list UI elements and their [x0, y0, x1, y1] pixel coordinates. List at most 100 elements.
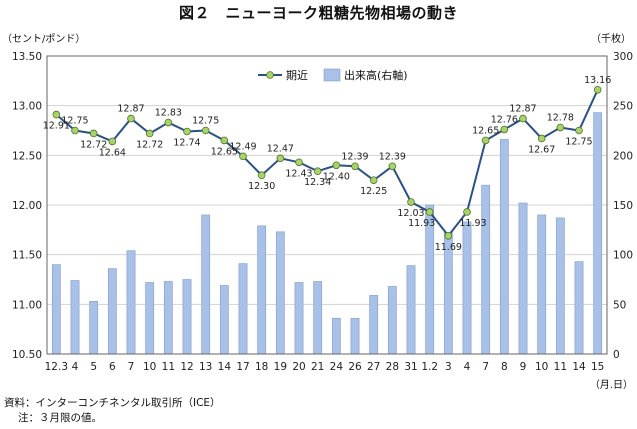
volume-bar — [387, 286, 397, 355]
price-marker — [164, 118, 173, 127]
x-tick-label: 28 — [386, 361, 399, 373]
y-left-tick-label: 12.00 — [12, 200, 42, 212]
volume-bar — [462, 221, 472, 355]
price-marker — [127, 114, 135, 123]
price-data-label: 12.30 — [248, 181, 275, 192]
price-data-label: 12.39 — [379, 151, 406, 162]
price-data-label: 12.76 — [491, 115, 518, 126]
y-right-tick-label: 200 — [613, 150, 633, 162]
y-right-tick-label: 0 — [613, 349, 620, 361]
x-tick-label: 12 — [180, 361, 193, 373]
price-marker — [257, 171, 266, 180]
x-tick-label: 4 — [72, 361, 79, 373]
price-data-label: 12.39 — [341, 151, 368, 162]
price-data-label: 12.64 — [99, 147, 126, 158]
price-marker — [425, 208, 434, 216]
volume-bar — [275, 231, 285, 355]
x-tick-label: 9 — [520, 361, 527, 373]
x-tick-label: 11 — [554, 361, 567, 373]
x-tick-label: 17 — [236, 361, 249, 373]
price-marker — [71, 126, 79, 135]
price-data-label: 11.93 — [408, 218, 435, 229]
price-marker — [108, 137, 117, 146]
price-marker — [52, 110, 61, 119]
price-marker — [332, 161, 341, 170]
x-tick-label: 1.2 — [421, 361, 438, 373]
x-tick-label: 6 — [109, 361, 116, 373]
x-tick-label: 3 — [445, 361, 452, 373]
x-tick-label: 27 — [367, 361, 380, 373]
volume-bar — [593, 112, 603, 355]
price-marker — [519, 114, 527, 123]
price-data-label: 12.72 — [80, 139, 107, 150]
y-right-tick-label: 100 — [613, 250, 633, 262]
y-right-tick-label: 50 — [613, 299, 626, 311]
right-axis-unit: （千枚） — [591, 34, 631, 45]
price-data-label: 11.69 — [435, 242, 462, 253]
price-data-label: 12.91 — [43, 121, 70, 132]
left-axis-unit: （セント/ポンド） — [2, 34, 86, 45]
price-data-label: 12.83 — [155, 108, 182, 119]
volume-bar — [126, 250, 136, 355]
x-tick-label: 31 — [404, 361, 417, 373]
y-left-tick-label: 11.00 — [12, 299, 42, 311]
volume-bar — [555, 217, 565, 355]
y-right-tick-label: 250 — [613, 101, 633, 113]
volume-bar — [574, 261, 584, 355]
price-marker — [201, 126, 210, 135]
price-data-label: 12.34 — [304, 177, 331, 188]
volume-bar — [257, 225, 267, 355]
legend-label-volume: 出来高(右軸) — [344, 68, 408, 82]
price-marker — [556, 123, 565, 132]
x-tick-label: 10 — [143, 361, 156, 373]
x-tick-label: 18 — [255, 361, 268, 373]
y-right-tick-label: 300 — [613, 51, 633, 63]
x-tick-label: 7 — [128, 361, 135, 373]
volume-bar — [219, 285, 229, 355]
volume-bar — [537, 214, 547, 355]
price-data-label: 12.75 — [192, 116, 219, 127]
x-tick-label: 13 — [199, 361, 212, 373]
volume-bar — [369, 295, 379, 355]
price-data-label: 12.25 — [360, 186, 387, 197]
x-tick-label: 7 — [482, 361, 489, 373]
x-tick-label: 12.3 — [45, 361, 68, 373]
volume-bar — [294, 282, 304, 355]
x-tick-label: 8 — [501, 361, 508, 373]
price-data-label: 13.16 — [584, 75, 611, 86]
footnote: 注：３月限の値。 — [18, 412, 102, 424]
price-data-label: 12.65 — [211, 146, 238, 157]
y-left-tick-label: 12.50 — [12, 150, 42, 162]
volume-bar — [406, 265, 416, 355]
volume-bar — [331, 317, 341, 355]
price-marker — [239, 152, 247, 161]
price-data-label: 12.72 — [136, 139, 163, 150]
volume-bar — [107, 268, 117, 355]
price-data-label: 12.40 — [323, 171, 350, 182]
price-marker — [463, 208, 471, 216]
price-marker — [593, 85, 602, 94]
price-marker — [183, 127, 191, 136]
price-data-label: 12.75 — [61, 116, 88, 127]
y-right-tick-label: 150 — [613, 200, 633, 212]
y-left-tick-label: 11.50 — [12, 250, 42, 262]
price-marker — [295, 158, 303, 167]
y-left-tick-label: 10.50 — [12, 349, 42, 361]
x-tick-label: 26 — [348, 361, 362, 373]
x-axis-unit: （月.日） — [589, 380, 633, 391]
price-data-label: 12.74 — [173, 137, 200, 148]
x-tick-label: 14 — [572, 361, 586, 373]
price-marker — [145, 129, 154, 138]
price-data-label: 12.78 — [547, 113, 574, 124]
volume-bar — [238, 263, 248, 355]
plot-frame — [46, 55, 608, 355]
volume-bar — [89, 301, 99, 355]
x-tick-label: 24 — [330, 361, 344, 373]
x-tick-label: 10 — [535, 361, 548, 373]
price-marker — [444, 231, 453, 240]
volume-bar — [518, 202, 528, 355]
legend-label-price: 期近 — [286, 69, 308, 82]
x-tick-label: 15 — [591, 361, 604, 373]
volume-bar — [51, 264, 61, 355]
